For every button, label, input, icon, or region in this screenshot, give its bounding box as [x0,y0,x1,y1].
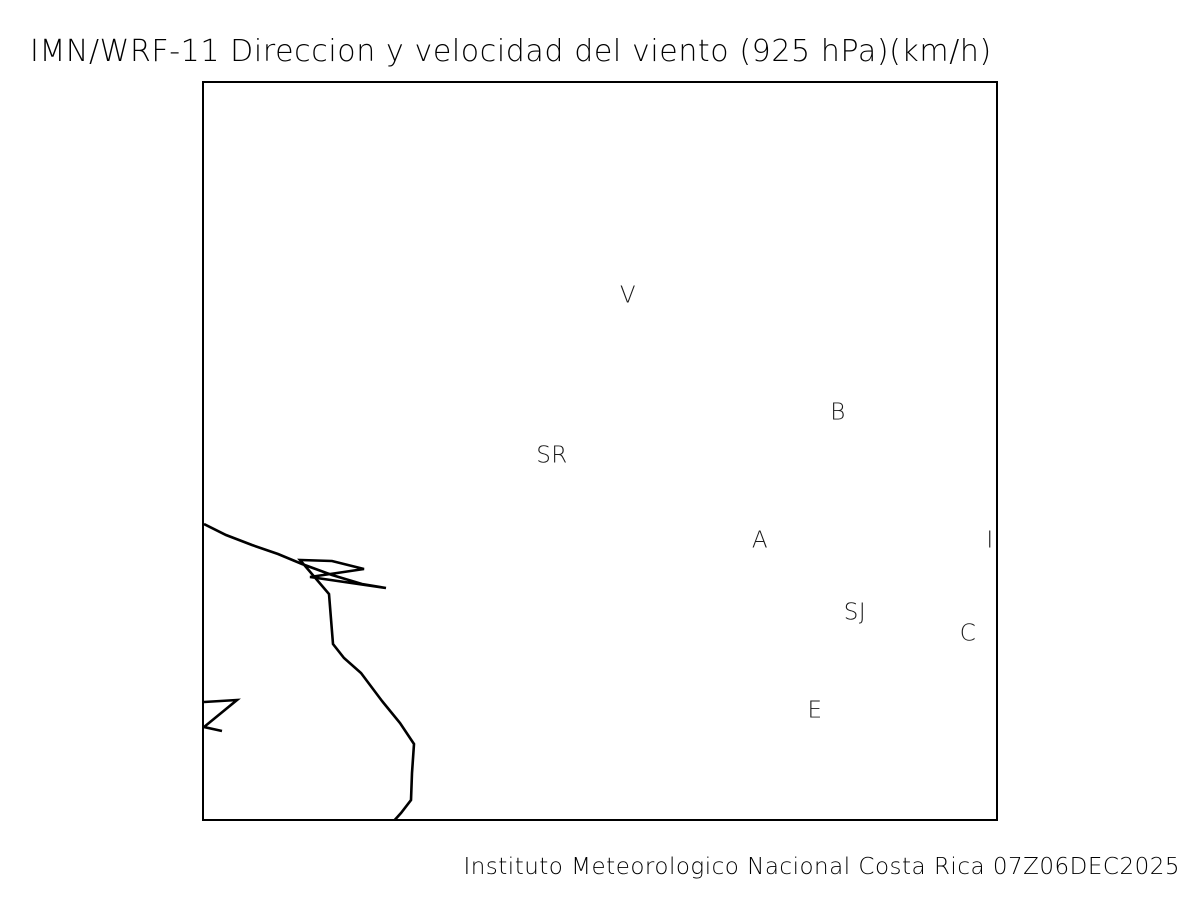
station-label-v: V [619,282,637,309]
station-label-e: E [807,697,823,724]
coastline-path [204,698,241,733]
station-label-b: B [830,399,846,426]
coastline-svg [204,522,416,819]
coastline-path [204,522,416,819]
station-label-sr: SR [536,442,568,469]
page-title: IMN/WRF-11 Direccion y velocidad del vie… [30,34,992,69]
station-label-i: I [986,527,994,554]
coastline-paths [204,522,416,819]
map-plot-area [202,81,998,821]
station-label-sj: SJ [843,599,867,626]
footer-credit: Instituto Meteorologico Nacional Costa R… [463,854,1180,880]
station-label-c: C [959,620,977,647]
station-label-a: A [751,527,769,554]
